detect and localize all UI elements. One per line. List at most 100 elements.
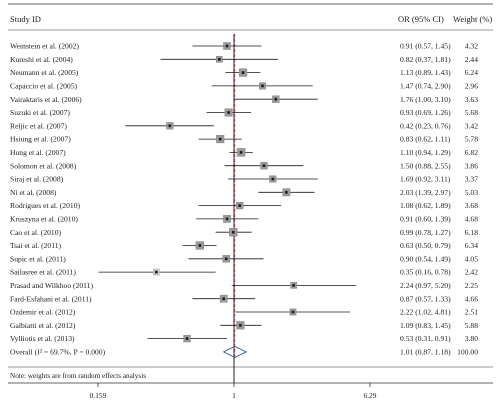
study-row: Prasad and Wilkhoo (2011) 2.24 (0.97, 5.2… [10,281,478,290]
point-estimate [224,257,228,261]
weight-value: 6.18 [465,228,478,237]
overall-label: Overall (I² = 69.7%, P = 0.000) [10,348,106,357]
or-ci-value: 0.99 (0.78, 1.27) [400,228,451,237]
study-label: Prasad and Wilkhoo (2011) [10,281,93,290]
point-estimate [241,71,245,74]
weight-value: 2.96 [465,82,478,91]
or-ci-value: 1.13 (0.89, 1.43) [400,68,451,77]
overall-or-ci: 1.01 (0.87, 1.18) [400,348,451,357]
overall-row: Overall (I² = 69.7%, P = 0.000) 1.01 (0.8… [10,345,478,358]
weight-value: 2.51 [465,308,478,317]
or-ci-value: 1.47 (0.74, 2.90) [400,82,451,91]
study-label: Hung et al. (2007) [10,148,66,157]
study-label: Tsai et al. (2011) [10,241,62,250]
overall-weight: 100.00 [457,348,478,357]
or-ci-value: 1.76 (1.00, 3.10) [400,95,451,104]
header-study-id: Study ID [10,14,41,24]
study-label: Weinstein et al. (2002) [10,42,79,51]
study-label: Kruszyna et al. (2010) [10,215,78,224]
weight-value: 4.05 [465,254,478,263]
weight-value: 6.24 [465,68,478,77]
study-label: Sailasree et al. (2011) [10,268,76,277]
study-label: Neumann et al. (2005) [10,68,79,77]
study-row: Suzuki et al. (2007) 0.93 (0.69, 1.26) 5.6… [10,108,478,117]
weight-value: 5.88 [465,321,478,330]
weight-value: 3.80 [465,334,478,343]
study-label: Kureshi et al. (2004) [10,55,73,64]
point-estimate [238,204,241,207]
or-ci-value: 0.91 (0.57, 1.45) [400,42,451,51]
study-row: Neumann et al. (2005) 1.13 (0.89, 1.43) 6.… [10,68,478,77]
study-row: Solomon et al. (2008) 1.50 (0.88, 2.55) 3.… [10,161,478,170]
or-ci-value: 0.53 (0.31, 0.91) [400,334,451,343]
weight-value: 2.44 [465,55,478,64]
or-ci-value: 0.35 (0.16, 0.78) [400,268,451,277]
or-ci-value: 1.08 (0.62, 1.89) [400,201,451,210]
point-estimate [227,111,230,114]
header-weight: Weight (%) [453,14,492,24]
or-ci-value: 2.03 (1.39, 2.97) [400,188,451,197]
or-ci-value: 1.10 (0.94, 1.29) [400,148,451,157]
study-row: Kureshi et al. (2004) 0.82 (0.37, 1.81) 2.… [10,55,478,64]
study-row: Rodrigues et al. (2010) 1.08 (0.62, 1.89)… [10,201,478,210]
weight-value: 3.86 [465,161,478,170]
or-ci-value: 0.63 (0.50, 0.79) [400,241,451,250]
footnote: Note: weights are from random effects an… [10,372,146,380]
study-row: Sailasree et al. (2011) 0.35 (0.16, 0.78)… [10,268,478,277]
or-ci-value: 0.93 (0.69, 1.26) [400,108,451,117]
study-row: Hung et al. (2007) 1.10 (0.94, 1.29) 6.82 [10,148,478,157]
study-row: Ozdemir et al. (2012) 2.22 (1.02, 4.81) 2.… [10,308,478,317]
point-estimate [261,84,264,88]
x-tick-label: 1 [232,391,236,400]
point-estimate [285,191,288,194]
or-ci-value: 0.90 (0.54, 1.49) [400,254,451,263]
point-estimate [262,164,266,167]
point-estimate [292,284,295,287]
or-ci-value: 2.24 (0.97, 5.20) [400,281,451,290]
point-estimate [274,97,278,101]
point-estimate [225,217,229,221]
study-row: Siraj et al. (2008) 1.69 (0.92, 3.11) 3.37 [10,175,478,184]
study-row: Reljic et al. (2007) 0.42 (0.23, 0.76) 3.4… [10,121,478,130]
point-estimate [168,124,172,128]
study-label: Suzuki et al. (2007) [10,108,70,117]
study-row: Ni et al. (2008) 2.03 (1.39, 2.97) 5.03 [10,188,478,197]
weight-value: 5.03 [465,188,478,197]
study-label: Capaccio et al. (2005) [10,82,78,91]
study-row: Kruszyna et al. (2010) 0.91 (0.60, 1.39) 4… [10,215,478,224]
weight-value: 4.32 [465,42,478,51]
study-row: Cao et al. (2010) 0.99 (0.78, 1.27) 6.18 [10,228,478,237]
study-row: Hsiung et al. (2007) 0.83 (0.62, 1.11) 5.7… [10,135,478,144]
study-label: Reljic et al. (2007) [10,121,67,130]
or-ci-value: 2.22 (1.02, 4.81) [400,308,451,317]
or-ci-value: 1.69 (0.92, 3.11) [400,175,451,184]
or-ci-value: 0.87 (0.57, 1.33) [400,294,451,303]
point-estimate [218,137,222,141]
or-ci-value: 1.09 (0.83, 1.45) [400,321,451,330]
point-estimate [225,44,229,48]
study-row: Supic et al. (2011) 0.90 (0.54, 1.49) 4.05 [10,254,478,263]
weight-value: 3.42 [465,121,478,130]
or-ci-value: 0.83 (0.62, 1.11) [400,135,451,144]
point-estimate [271,177,275,181]
study-row: Vylliotis et al. (2013) 0.53 (0.31, 0.91)… [10,334,478,343]
point-estimate [222,297,225,300]
study-label: Cao et al. (2010) [10,228,62,237]
weight-value: 3.68 [465,201,478,210]
point-estimate [185,337,189,340]
weight-value: 5.78 [465,135,478,144]
point-estimate [218,58,221,61]
point-estimate [291,310,295,314]
weight-value: 6.82 [465,148,478,157]
study-label: Solomon et al. (2008) [10,161,77,170]
study-label: Ni et al. (2008) [10,188,57,197]
study-label: Siraj et al. (2008) [10,175,64,184]
study-row: Galbiatti et al. (2012) 1.09 (0.83, 1.45)… [10,321,478,330]
study-label: Fard-Esfahani et al. (2011) [10,294,92,303]
weight-value: 6.34 [465,241,478,250]
study-row: Capaccio et al. (2005) 1.47 (0.74, 2.90) 2… [10,82,478,91]
weight-value: 2.25 [465,281,478,290]
point-estimate [198,244,202,247]
